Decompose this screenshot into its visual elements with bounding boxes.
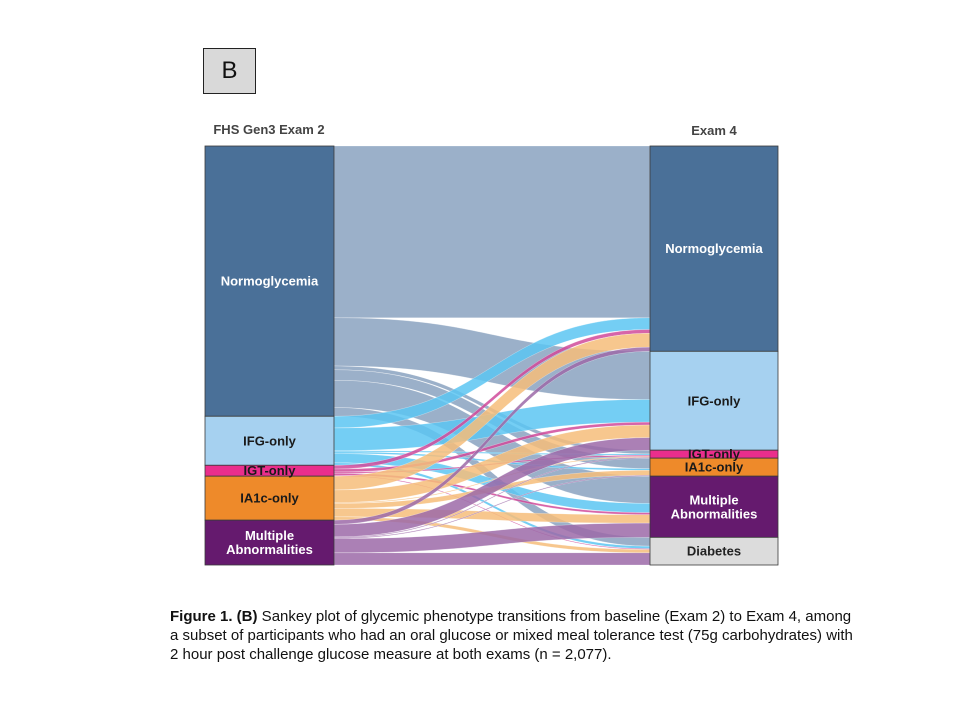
left-node-ifg <box>204 415 335 466</box>
right-node-normo <box>649 145 779 352</box>
flow-multi-to-diab <box>333 552 651 566</box>
sankey-chart: FHS Gen3 Exam 2 Exam 4 Normoglycemia IFG-… <box>204 122 779 566</box>
right-node-label-normo: Normoglycemia <box>665 241 763 256</box>
flow-normo-to-normo <box>333 145 651 318</box>
caption-text: Sankey plot of glycemic phenotype transi… <box>170 608 853 663</box>
left-node-normo <box>204 145 335 417</box>
right-node-label-igt: IGT-only <box>688 447 741 462</box>
left-node-label-igt: IGT-only <box>244 463 297 478</box>
right-node-diab <box>649 536 779 566</box>
left-node-label-normo: Normoglycemia <box>221 274 319 289</box>
figure-caption: Figure 1. (B) Sankey plot of glycemic ph… <box>170 607 860 664</box>
right-node-label-multi: Multiple Abnormalities <box>671 492 758 521</box>
labels-layer: FHS Gen3 Exam 2 Exam 4 Normoglycemia IFG-… <box>213 122 763 559</box>
right-node-multi <box>649 475 779 538</box>
nodes-layer <box>204 145 779 566</box>
left-node-multi <box>204 519 335 566</box>
right-node-label-ifg: IFG-only <box>688 393 741 408</box>
left-axis-label: FHS Gen3 Exam 2 <box>213 122 324 137</box>
flows-layer <box>333 145 651 566</box>
panel-label: B <box>203 48 256 94</box>
left-node-ia1c <box>204 475 335 521</box>
right-node-label-diab: Diabetes <box>687 544 741 559</box>
right-node-label-ia1c: IA1c-only <box>685 460 744 475</box>
right-axis-label: Exam 4 <box>691 123 737 138</box>
caption-bold: Figure 1. (B) <box>170 608 258 625</box>
left-node-label-ia1c: IA1c-only <box>240 491 299 506</box>
left-node-label-multi: Multiple Abnormalities <box>226 528 313 557</box>
left-node-label-ifg: IFG-only <box>243 433 296 448</box>
right-node-ifg <box>649 350 779 451</box>
